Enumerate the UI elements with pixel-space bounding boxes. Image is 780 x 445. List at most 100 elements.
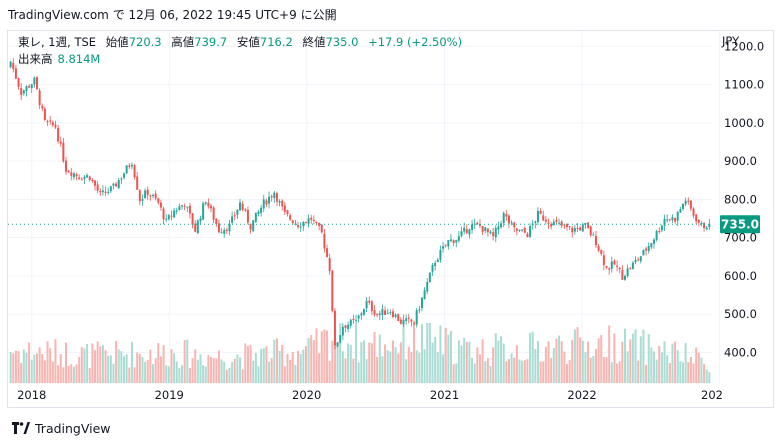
candle-body bbox=[28, 86, 31, 88]
candle-body bbox=[637, 259, 640, 261]
candle-body bbox=[692, 208, 695, 216]
candle-body bbox=[510, 222, 513, 224]
candle-body bbox=[679, 209, 682, 213]
candle-body bbox=[268, 196, 271, 204]
candle-body bbox=[684, 200, 687, 205]
candle-body bbox=[165, 218, 168, 220]
candle-body bbox=[275, 193, 278, 202]
candle-body bbox=[339, 335, 342, 343]
volume-bar bbox=[468, 341, 471, 383]
candle-body bbox=[125, 165, 128, 174]
candle-body bbox=[405, 318, 408, 322]
change-value: +17.9 (+2.50%) bbox=[368, 35, 463, 49]
volume-bar bbox=[257, 366, 260, 383]
open-label: 始値 bbox=[105, 35, 129, 49]
candle-body bbox=[521, 229, 524, 231]
candle-body bbox=[526, 233, 529, 237]
volume-bar bbox=[57, 365, 60, 383]
candle-body bbox=[676, 211, 679, 221]
volume-bar bbox=[373, 331, 376, 383]
volume-bar bbox=[96, 341, 99, 383]
volume-bar bbox=[326, 330, 329, 383]
candle-body bbox=[373, 310, 376, 315]
volume-bar bbox=[452, 364, 455, 383]
candle-body bbox=[196, 220, 199, 234]
volume-bar bbox=[307, 338, 310, 383]
candle-body bbox=[360, 313, 363, 316]
volume-bar bbox=[394, 347, 397, 383]
candle-body bbox=[244, 209, 247, 211]
volume-bar bbox=[637, 360, 640, 383]
candle-body bbox=[270, 196, 273, 198]
candle-body bbox=[86, 175, 89, 178]
volume-legend: 出来高 8.814M bbox=[18, 51, 100, 67]
volume-value: 8.814M bbox=[57, 52, 101, 66]
x-tick-label: 2018 bbox=[17, 388, 46, 402]
volume-bar bbox=[391, 340, 394, 383]
candle-body bbox=[65, 160, 68, 172]
y-tick-label: 700.0 bbox=[724, 231, 757, 245]
volume-bar bbox=[75, 364, 78, 383]
candle-body bbox=[101, 190, 104, 193]
volume-bar bbox=[70, 364, 73, 383]
volume-bar bbox=[275, 338, 278, 383]
candle-body bbox=[608, 268, 611, 270]
candle-body bbox=[304, 221, 307, 223]
volume-bar bbox=[420, 324, 423, 383]
candle-body bbox=[460, 231, 463, 237]
candle-body bbox=[181, 205, 184, 207]
candle-body bbox=[107, 191, 110, 193]
candle-body bbox=[605, 265, 608, 268]
candle-body bbox=[115, 183, 118, 187]
volume-bar bbox=[194, 349, 197, 383]
volume-bar bbox=[162, 345, 165, 383]
candle-body bbox=[136, 176, 139, 190]
volume-bar bbox=[344, 358, 347, 383]
candle-body bbox=[22, 90, 25, 94]
candle-body bbox=[318, 222, 321, 226]
volume-bar bbox=[249, 344, 252, 383]
volume-bar bbox=[666, 355, 669, 383]
volume-bar bbox=[273, 339, 276, 383]
candle-body bbox=[233, 215, 236, 217]
volume-bar bbox=[154, 357, 157, 383]
candle-body bbox=[592, 234, 595, 236]
footer-brand[interactable]: TradingView bbox=[12, 418, 111, 438]
volume-bar bbox=[283, 366, 286, 383]
volume-bar bbox=[336, 341, 339, 383]
candle-body bbox=[584, 222, 587, 225]
volume-bar bbox=[12, 353, 15, 383]
candle-body bbox=[194, 223, 197, 232]
volume-bar bbox=[623, 328, 626, 383]
candle-body bbox=[75, 174, 78, 177]
volume-bar bbox=[457, 340, 460, 383]
volume-bar bbox=[320, 331, 323, 383]
volume-bar bbox=[652, 351, 655, 383]
volume-bar bbox=[49, 348, 52, 383]
volume-bar bbox=[315, 328, 318, 383]
volume-bar bbox=[676, 350, 679, 383]
symbol-label[interactable]: 東レ, 1週, TSE bbox=[18, 35, 97, 49]
y-tick-label: 600.0 bbox=[724, 269, 757, 283]
candle-body bbox=[62, 142, 65, 162]
volume-bar bbox=[423, 349, 426, 383]
candle-body bbox=[576, 228, 579, 230]
volume-bar bbox=[99, 346, 102, 383]
ohlc-legend: 東レ, 1週, TSE 始値720.3 高値739.7 安値716.2 終値73… bbox=[18, 34, 462, 50]
candle-body bbox=[231, 216, 234, 223]
candle-body bbox=[96, 184, 99, 191]
volume-bar bbox=[141, 356, 144, 383]
volume-bar bbox=[442, 354, 445, 383]
candle-body bbox=[333, 310, 336, 346]
volume-bar bbox=[658, 345, 661, 383]
volume-bar bbox=[133, 367, 136, 383]
volume-bar bbox=[384, 344, 387, 383]
candle-body bbox=[117, 180, 120, 188]
candle-body bbox=[420, 297, 423, 309]
volume-bar bbox=[413, 323, 416, 383]
volume-bar bbox=[109, 355, 112, 383]
volume-bar bbox=[43, 360, 46, 383]
volume-bar bbox=[215, 358, 218, 383]
volume-bar bbox=[523, 360, 526, 383]
